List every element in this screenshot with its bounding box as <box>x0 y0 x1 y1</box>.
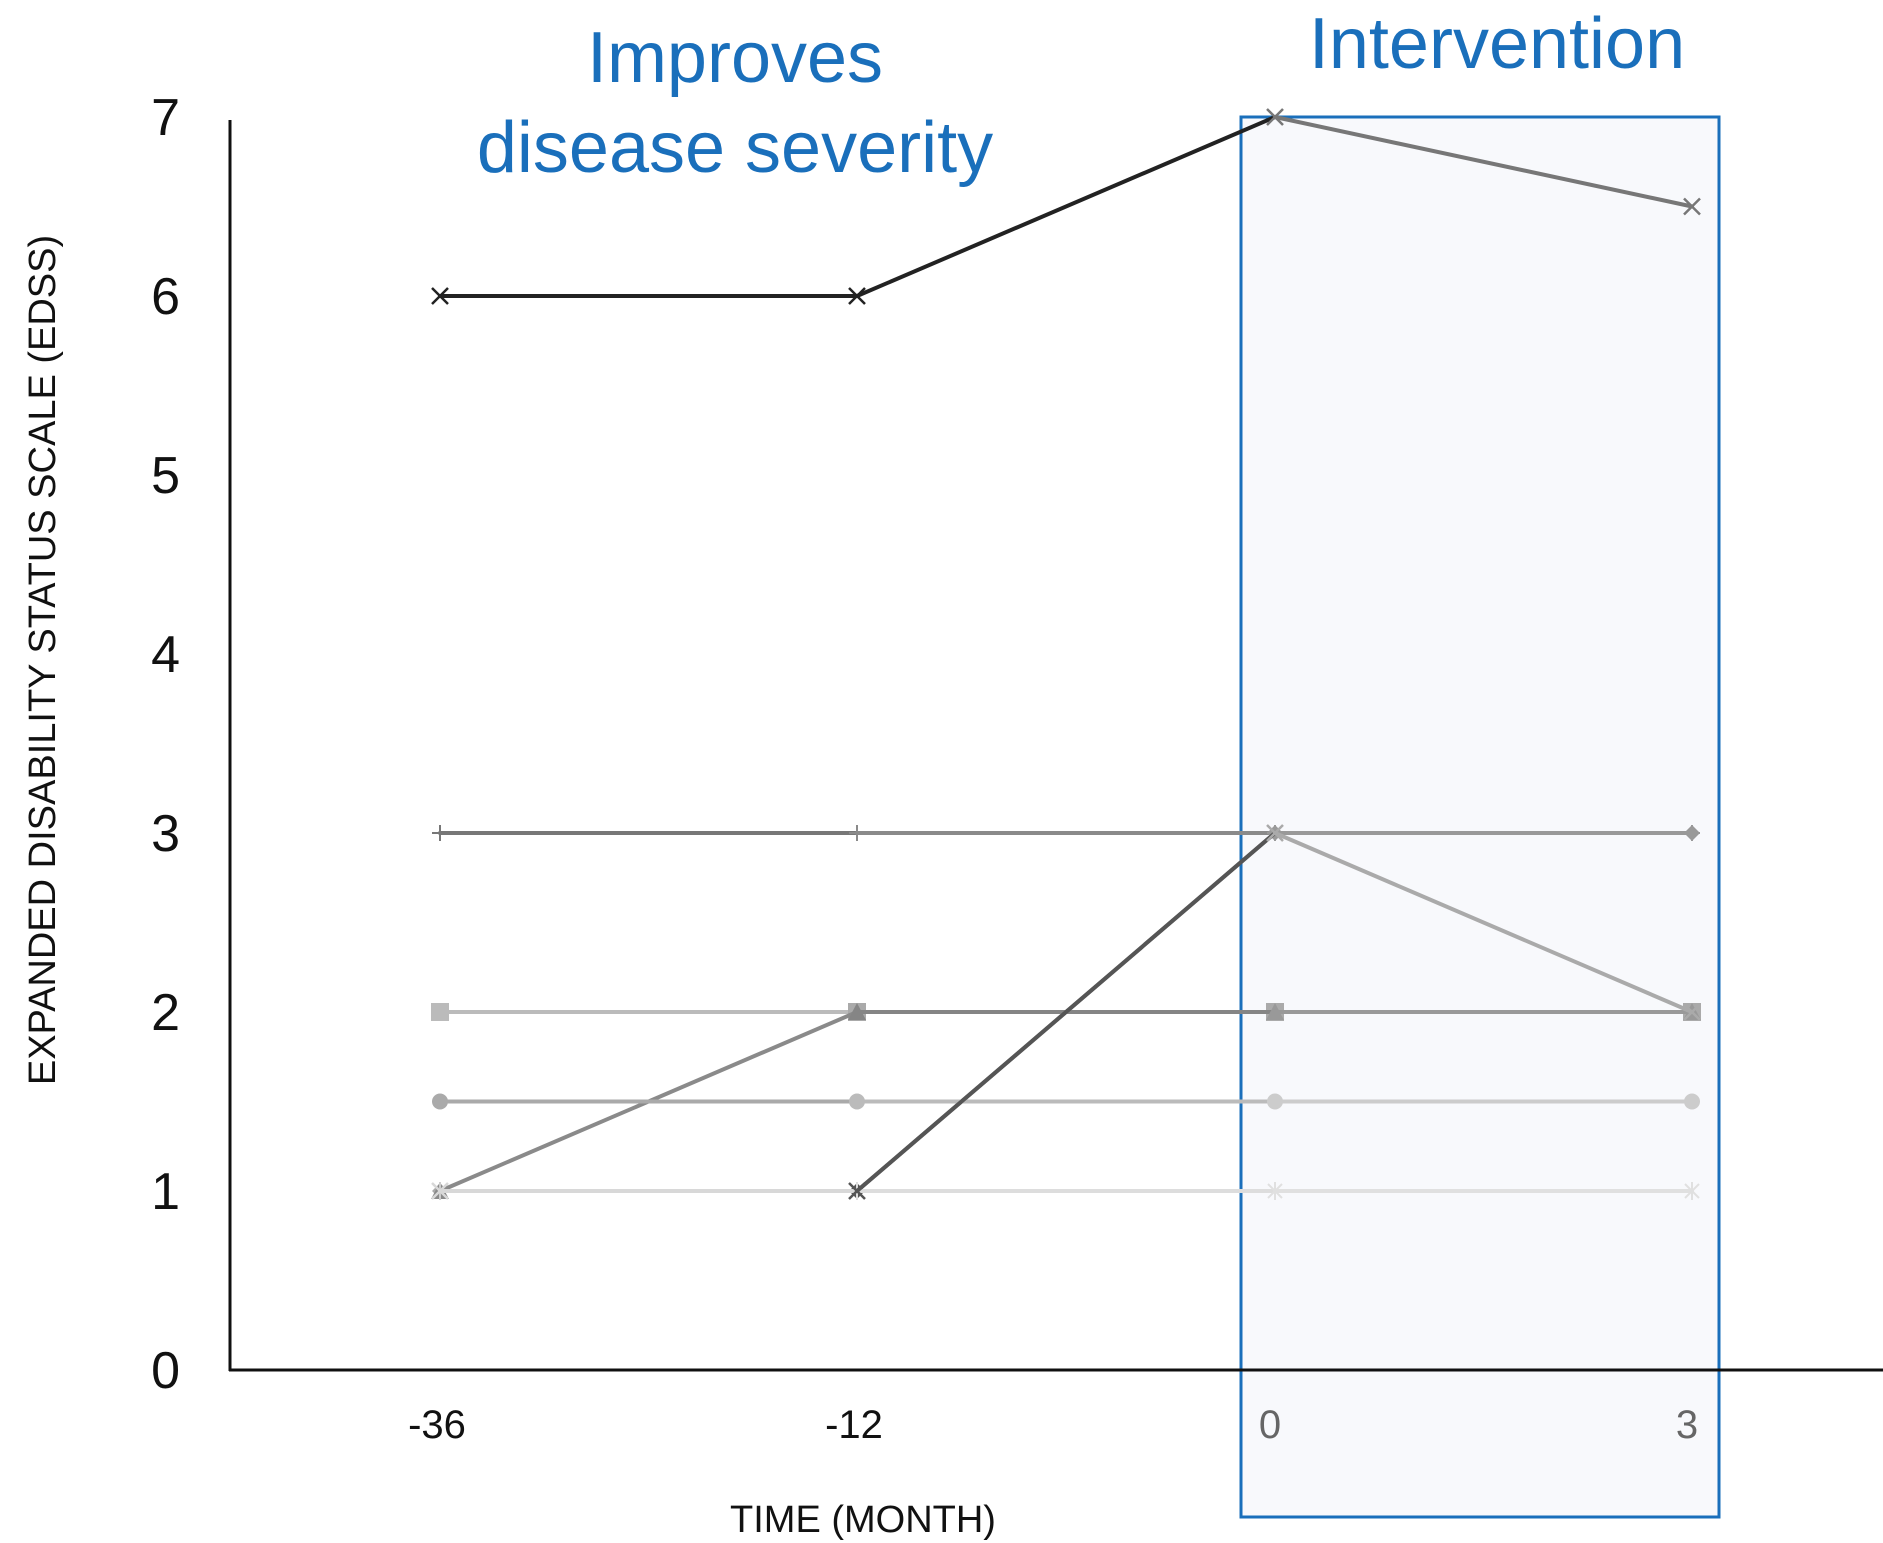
intervention-region <box>1239 115 1721 1519</box>
series-1 <box>431 108 1701 305</box>
annotation-intervention: Intervention <box>1309 4 1685 84</box>
series-8 <box>431 824 1701 1200</box>
point-marker <box>431 287 449 305</box>
point-marker <box>1683 197 1701 216</box>
x-tick-label: 0 <box>1259 1403 1281 1447</box>
point-marker <box>848 1182 866 1200</box>
point-marker <box>431 1182 449 1200</box>
y-tick-label: 1 <box>151 1163 180 1221</box>
point-marker <box>1266 1003 1284 1020</box>
point-marker <box>849 1093 865 1110</box>
y-tick-label: 4 <box>151 626 180 684</box>
point-marker <box>431 1003 449 1021</box>
point-marker <box>848 287 866 305</box>
point-marker <box>1683 1003 1701 1021</box>
series-segment <box>855 831 1277 1193</box>
x-axis-title: TIME (MONTH) <box>730 1499 996 1541</box>
y-axis-title: EXPANDED DISABILITY STATUS SCALE (EDSS) <box>22 235 64 1085</box>
x-tick-label: -12 <box>825 1403 883 1447</box>
point-marker <box>1267 1182 1283 1200</box>
series-segment <box>855 115 1277 298</box>
series-segment <box>1273 115 1694 209</box>
point-marker <box>1266 108 1284 126</box>
y-tick-label: 0 <box>151 1342 180 1400</box>
x-tick-label: -36 <box>408 1403 466 1447</box>
annotation-improves: Improves <box>587 18 883 98</box>
annotation-disease-severity: disease severity <box>477 108 993 188</box>
y-tick-label: 5 <box>151 447 180 505</box>
point-marker <box>432 1093 448 1110</box>
point-marker <box>1684 1182 1700 1200</box>
point-marker <box>1266 824 1284 842</box>
series-layer <box>431 108 1701 1200</box>
x-tick-labels: -36 -12 0 3 <box>408 1403 1698 1447</box>
point-marker <box>848 1003 866 1020</box>
y-tick-label: 2 <box>151 984 180 1042</box>
y-tick-label: 3 <box>151 805 180 863</box>
point-marker <box>1684 825 1700 841</box>
y-tick-label: 6 <box>151 268 180 326</box>
series-6 <box>432 1093 1700 1110</box>
point-marker <box>1684 1093 1700 1110</box>
point-marker <box>1267 1093 1283 1110</box>
x-tick-label: 3 <box>1676 1403 1698 1447</box>
series-segment <box>1273 831 1694 1014</box>
point-marker <box>432 825 448 841</box>
y-tick-labels: 0 1 2 3 4 5 6 7 <box>151 89 180 1400</box>
y-tick-label: 7 <box>151 89 180 147</box>
point-marker <box>849 825 865 841</box>
